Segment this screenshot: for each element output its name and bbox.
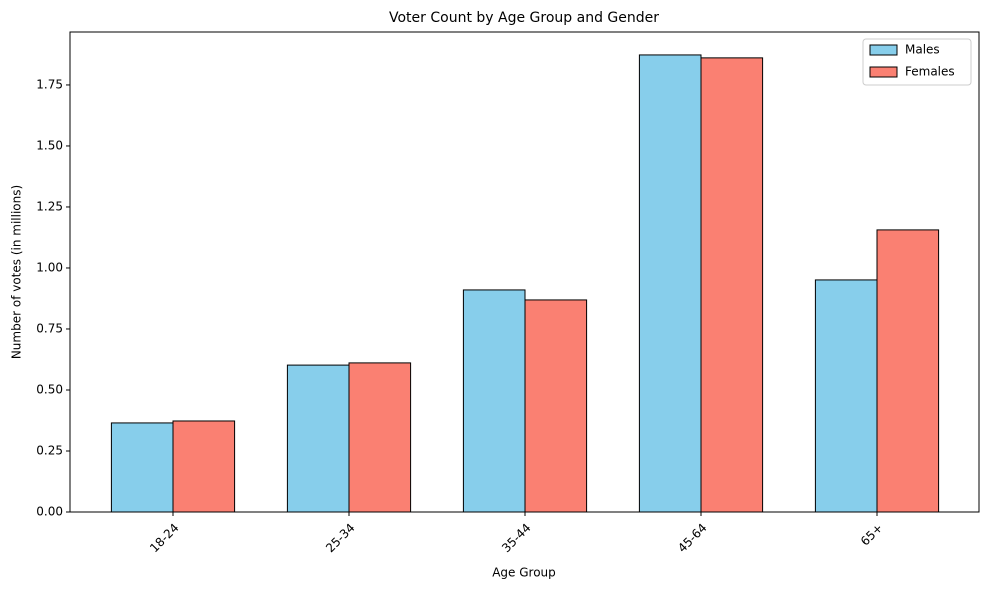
y-tick-label: 0.50 bbox=[36, 382, 63, 396]
bar bbox=[524, 299, 588, 513]
x-tick-label: 65+ bbox=[858, 521, 886, 549]
y-tick-label: 1.25 bbox=[36, 199, 63, 213]
x-tick-label: 45-64 bbox=[675, 521, 710, 556]
y-axis-label: Number of votes (in millions) bbox=[10, 185, 24, 359]
y-tick-label: 0.25 bbox=[36, 443, 63, 457]
bar bbox=[814, 279, 878, 513]
legend-label: Males bbox=[905, 43, 940, 57]
x-axis-label: Age Group bbox=[492, 566, 556, 580]
y-tick-label: 1.75 bbox=[36, 77, 63, 91]
x-tick-label: 18-24 bbox=[147, 521, 182, 556]
legend-label: Females bbox=[905, 65, 955, 79]
y-tick-label: 1.00 bbox=[36, 260, 63, 274]
legend-swatch bbox=[869, 66, 898, 78]
bar bbox=[172, 420, 236, 513]
y-tick-label: 1.50 bbox=[36, 138, 63, 152]
legend-swatch bbox=[869, 44, 898, 56]
y-tick-label: 0.00 bbox=[36, 505, 63, 519]
chart-title: Voter Count by Age Group and Gender bbox=[389, 10, 659, 26]
bar bbox=[638, 54, 702, 513]
x-tick-label: 25-34 bbox=[323, 521, 358, 556]
plot-frame bbox=[69, 31, 980, 513]
x-tick-label: 35-44 bbox=[499, 521, 534, 556]
bar bbox=[700, 57, 764, 513]
bar bbox=[462, 289, 526, 513]
bar bbox=[876, 229, 940, 513]
bar bbox=[286, 364, 350, 513]
y-tick-label: 0.75 bbox=[36, 321, 63, 335]
bar bbox=[348, 362, 412, 513]
bar bbox=[110, 422, 174, 513]
